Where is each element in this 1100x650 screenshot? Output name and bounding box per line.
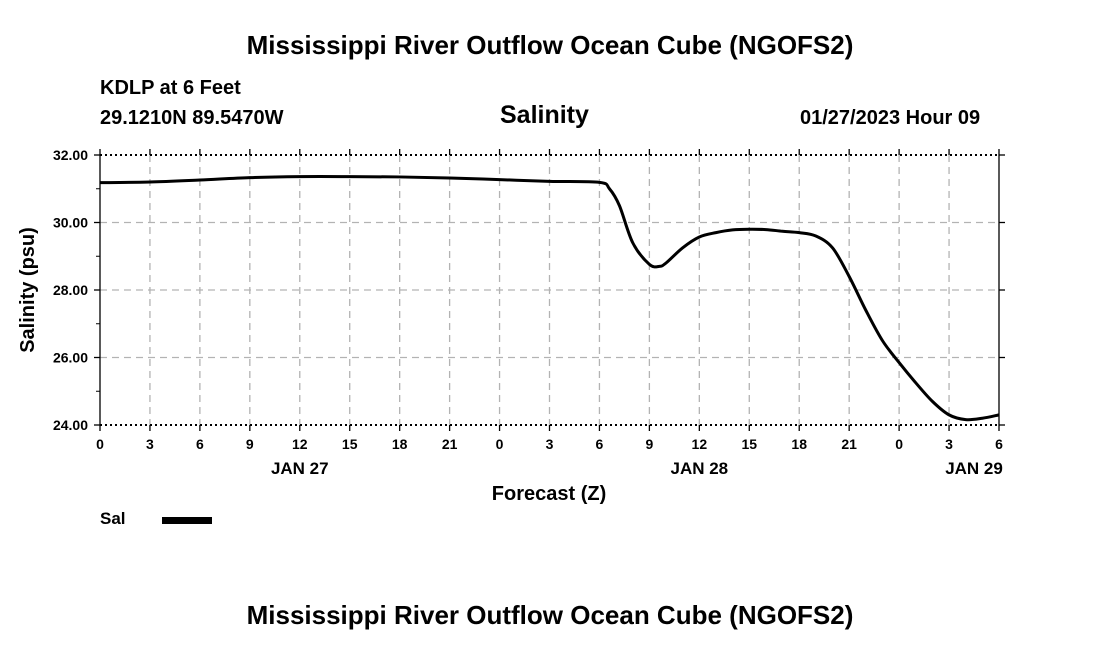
x-tick-label: 0 [96, 436, 104, 452]
salinity-chart: 24.00 26.00 28.00 30.00 32.00 0 3 6 9 12 15 18 21 0 3 6… [17, 147, 1005, 505]
x-tick-label: 0 [895, 436, 903, 452]
station-label: KDLP at 6 Feet [100, 77, 241, 99]
x-tick-label: 3 [146, 436, 154, 452]
x-tick-label: 21 [841, 436, 857, 452]
y-tick-label: 26.00 [53, 350, 88, 366]
x-tick-label: 3 [945, 436, 953, 452]
x-tick-label: 15 [342, 436, 358, 452]
x-tick-label: 21 [442, 436, 458, 452]
x-tick-label: 9 [246, 436, 254, 452]
x-tick-label: 6 [995, 436, 1003, 452]
y-axis-label: Salinity (psu) [17, 227, 39, 353]
chart-title: Mississippi River Outflow Ocean Cube (NG… [246, 30, 854, 60]
x-tick-label: 18 [791, 436, 807, 452]
legend-label: Sal [100, 509, 126, 528]
x-tick-label: 15 [741, 436, 757, 452]
forecast-datetime: 01/27/2023 Hour 09 [800, 107, 981, 129]
footer-title: Mississippi River Outflow Ocean Cube (NG… [246, 600, 854, 630]
salinity-series-line [99, 175, 1000, 422]
x-tick-label: 12 [292, 436, 308, 452]
x-tick-label: 9 [645, 436, 653, 452]
y-tick-label: 32.00 [53, 147, 88, 163]
x-tick-label: 6 [196, 436, 204, 452]
x-tick-label: 12 [692, 436, 708, 452]
y-tick-label: 24.00 [53, 417, 88, 433]
x-date-label: JAN 28 [671, 459, 729, 478]
y-tick-label: 30.00 [53, 215, 88, 231]
x-tick-label: 3 [546, 436, 554, 452]
y-tick-label: 28.00 [53, 282, 88, 298]
station-coords: 29.1210N 89.5470W [100, 107, 284, 129]
x-date-label: JAN 29 [945, 459, 1003, 478]
legend-swatch [162, 517, 212, 524]
x-axis-label: Forecast (Z) [492, 483, 606, 505]
x-tick-label: 6 [596, 436, 604, 452]
variable-title: Salinity [500, 101, 589, 129]
x-tick-label: 0 [496, 436, 504, 452]
x-tick-label: 18 [392, 436, 408, 452]
x-date-label: JAN 27 [271, 459, 329, 478]
